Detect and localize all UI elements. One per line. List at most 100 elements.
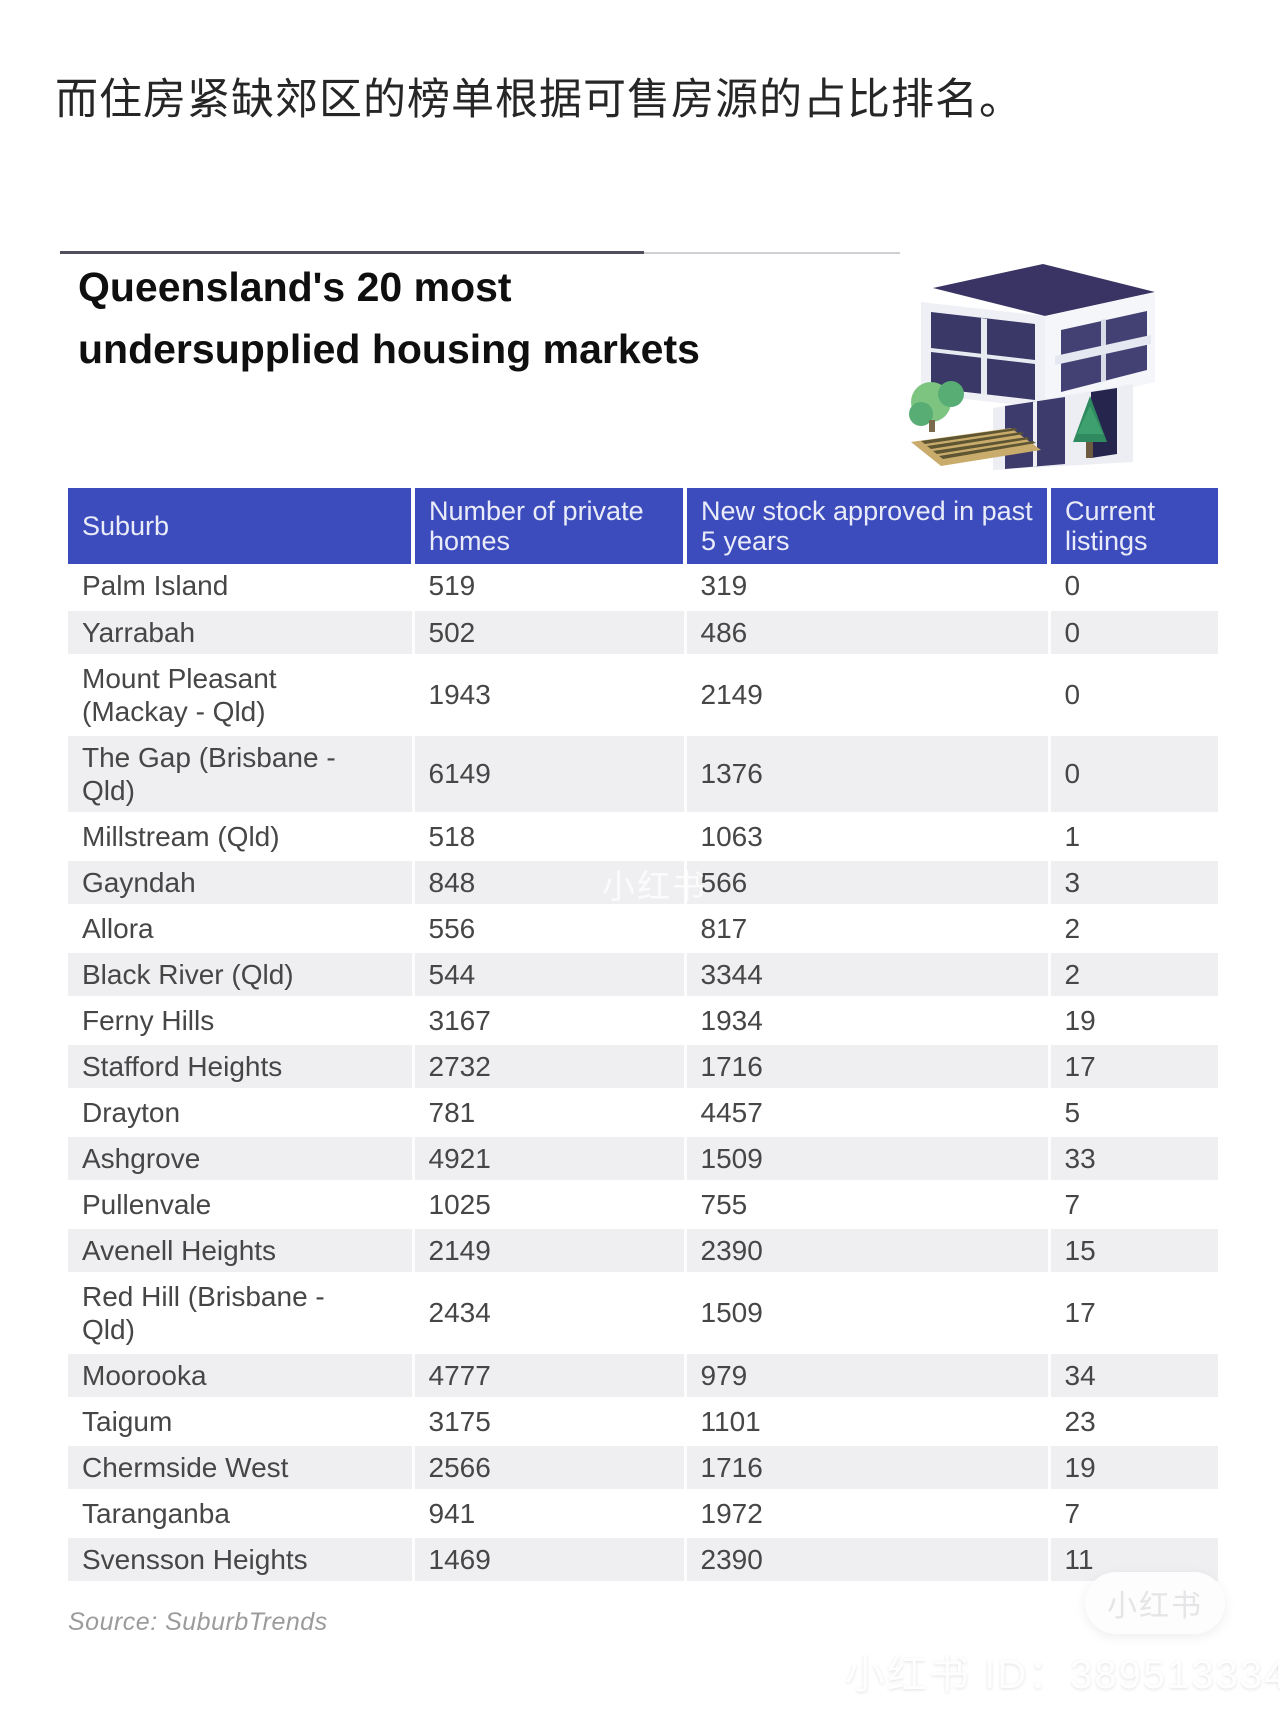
value-cell: 17 — [1049, 1273, 1218, 1355]
value-cell: 2732 — [413, 1043, 687, 1091]
value-cell: 556 — [413, 905, 687, 953]
value-cell: 2149 — [685, 655, 1051, 736]
value-cell: 1101 — [685, 1398, 1051, 1447]
title-line-2: undersupplied housing markets — [78, 326, 700, 373]
value-cell: 7 — [1049, 1181, 1218, 1229]
value-cell: 502 — [413, 609, 687, 657]
value-cell: 1716 — [685, 1043, 1051, 1091]
value-cell: 1025 — [413, 1181, 687, 1229]
col-header-current-listings: Current listings — [1049, 488, 1218, 565]
infographic-title: Queensland's 20 most undersupplied housin… — [78, 256, 700, 381]
value-cell: 486 — [685, 609, 1051, 657]
table-row: Ashgrove 4921 1509 33 — [68, 1135, 1218, 1183]
table-row: Svensson Heights 1469 2390 11 — [68, 1536, 1218, 1585]
value-cell: 848 — [413, 859, 687, 907]
value-cell: 4457 — [685, 1089, 1051, 1137]
table-row: The Gap (Brisbane - Qld) 6149 1376 0 — [68, 734, 1218, 815]
table-row: Taranganba 941 1972 7 — [68, 1490, 1218, 1539]
suburb-cell: Red Hill (Brisbane - Qld) — [68, 1273, 415, 1355]
suburb-cell: Moorooka — [68, 1352, 415, 1401]
value-cell: 1716 — [685, 1444, 1051, 1493]
title-line-1: Queensland's 20 most — [78, 264, 512, 310]
table-header: Suburb Number of private homes New stock… — [68, 488, 1218, 565]
value-cell: 566 — [685, 859, 1051, 907]
value-cell: 23 — [1049, 1398, 1218, 1447]
value-cell: 0 — [1049, 655, 1218, 736]
table-row: Gayndah 848 566 3 — [68, 859, 1218, 907]
table-row: Avenell Heights 2149 2390 15 — [68, 1227, 1218, 1275]
suburb-cell: Taigum — [68, 1398, 415, 1447]
value-cell: 7 — [1049, 1490, 1218, 1539]
value-cell: 3344 — [685, 951, 1051, 999]
value-cell: 6149 — [413, 734, 687, 815]
table-row: Palm Island 519 319 0 — [68, 564, 1218, 611]
col-header-private-homes: Number of private homes — [413, 488, 687, 565]
suburb-cell: Pullenvale — [68, 1181, 415, 1229]
housing-table: Suburb Number of private homes New stock… — [68, 488, 1218, 1585]
suburb-cell: Mount Pleasant (Mackay - Qld) — [68, 655, 415, 736]
value-cell: 319 — [685, 564, 1051, 611]
xiaohongshu-badge-watermark: 小红书 — [1085, 1572, 1225, 1634]
house-illustration-icon — [909, 264, 1155, 470]
title-rule-dark — [60, 251, 644, 254]
value-cell: 979 — [685, 1352, 1051, 1401]
table-row: Millstream (Qld) 518 1063 1 — [68, 813, 1218, 861]
value-cell: 781 — [413, 1089, 687, 1137]
suburb-cell: Avenell Heights — [68, 1227, 415, 1275]
value-cell: 2 — [1049, 951, 1218, 999]
value-cell: 544 — [413, 951, 687, 999]
value-cell: 518 — [413, 813, 687, 861]
table-row: Chermside West 2566 1716 19 — [68, 1444, 1218, 1493]
suburb-cell: Millstream (Qld) — [68, 813, 415, 861]
value-cell: 0 — [1049, 734, 1218, 815]
value-cell: 34 — [1049, 1352, 1218, 1401]
value-cell: 0 — [1049, 564, 1218, 611]
value-cell: 0 — [1049, 609, 1218, 657]
value-cell: 2434 — [413, 1273, 687, 1355]
value-cell: 3 — [1049, 859, 1218, 907]
table-row: Taigum 3175 1101 23 — [68, 1398, 1218, 1447]
table-row: Black River (Qld) 544 3344 2 — [68, 951, 1218, 999]
value-cell: 1934 — [685, 997, 1051, 1045]
suburb-cell: Taranganba — [68, 1490, 415, 1539]
value-cell: 4921 — [413, 1135, 687, 1183]
table-row: Mount Pleasant (Mackay - Qld) 1943 2149 0 — [68, 655, 1218, 736]
value-cell: 1469 — [413, 1536, 687, 1585]
title-rule-light — [644, 252, 900, 254]
value-cell: 1 — [1049, 813, 1218, 861]
suburb-cell: Black River (Qld) — [68, 951, 415, 999]
value-cell: 1509 — [685, 1273, 1051, 1355]
value-cell: 941 — [413, 1490, 687, 1539]
value-cell: 3167 — [413, 997, 687, 1045]
value-cell: 2 — [1049, 905, 1218, 953]
value-cell: 33 — [1049, 1135, 1218, 1183]
value-cell: 4777 — [413, 1352, 687, 1401]
value-cell: 2566 — [413, 1444, 687, 1493]
source-note: Source: SuburbTrends — [68, 1608, 328, 1637]
table-section: Suburb Number of private homes New stock… — [68, 488, 1218, 1637]
xiaohongshu-id-watermark: 小红书 ID：3895133342 — [845, 1653, 1280, 1697]
value-cell: 5 — [1049, 1089, 1218, 1137]
table-row: Red Hill (Brisbane - Qld) 2434 1509 17 — [68, 1273, 1218, 1355]
value-cell: 755 — [685, 1181, 1051, 1229]
suburb-cell: Drayton — [68, 1089, 415, 1137]
table-row: Yarrabah 502 486 0 — [68, 609, 1218, 657]
suburb-cell: Allora — [68, 905, 415, 953]
value-cell: 1063 — [685, 813, 1051, 861]
value-cell: 3175 — [413, 1398, 687, 1447]
table-row: Pullenvale 1025 755 7 — [68, 1181, 1218, 1229]
table-body: Palm Island 519 319 0 Yarrabah 502 486 0 Mount P… — [68, 564, 1218, 1585]
col-header-new-stock: New stock approved in past 5 years — [685, 488, 1051, 565]
suburb-cell: Stafford Heights — [68, 1043, 415, 1091]
table-row: Drayton 781 4457 5 — [68, 1089, 1218, 1137]
value-cell: 2390 — [685, 1536, 1051, 1585]
value-cell: 2149 — [413, 1227, 687, 1275]
value-cell: 817 — [685, 905, 1051, 953]
suburb-cell: Svensson Heights — [68, 1536, 415, 1585]
value-cell: 1509 — [685, 1135, 1051, 1183]
value-cell: 1943 — [413, 655, 687, 736]
suburb-cell: Gayndah — [68, 859, 415, 907]
value-cell: 19 — [1049, 1444, 1218, 1493]
value-cell: 519 — [413, 564, 687, 611]
table-row: Moorooka 4777 979 34 — [68, 1352, 1218, 1401]
